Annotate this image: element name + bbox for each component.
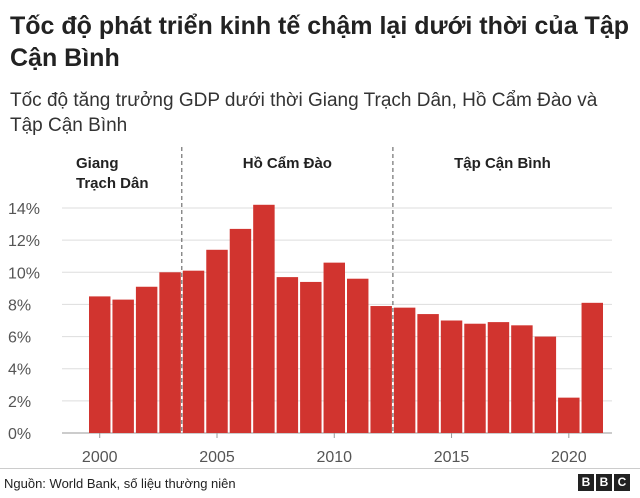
bar <box>370 306 392 433</box>
bbc-logo: B B C <box>578 474 630 491</box>
x-tick-label: 2005 <box>199 449 235 466</box>
bar <box>534 336 557 433</box>
bar <box>487 322 510 433</box>
bar <box>347 278 369 433</box>
y-tick-label: 8% <box>8 297 31 314</box>
bar <box>112 299 134 433</box>
y-tick-label: 4% <box>8 362 31 379</box>
bar <box>558 397 580 433</box>
y-tick-label: 10% <box>8 265 40 282</box>
bar <box>323 262 345 433</box>
era-label: Giang <box>76 155 119 172</box>
source-note: Nguồn: World Bank, số liệu thường niên <box>4 476 236 491</box>
y-tick-label: 2% <box>8 394 31 411</box>
bar <box>417 314 439 433</box>
bar <box>464 323 486 433</box>
x-tick-label: 2015 <box>434 449 470 466</box>
bar <box>253 204 275 433</box>
gdp-growth-bar-chart: 0% 2% 4% 6% 8% 10% 12% 14% 2000 2005 2010 2015 2020 G… <box>8 147 612 466</box>
bar <box>440 320 463 433</box>
x-tick-label: 2020 <box>551 449 587 466</box>
x-tick-label: 2010 <box>316 449 352 466</box>
bar <box>581 302 603 433</box>
bar <box>89 296 111 433</box>
era-label: Trạch Dân <box>76 175 149 192</box>
chart-title: Tốc độ phát triển kinh tế chậm lại dưới … <box>10 12 629 72</box>
footer-divider <box>0 468 640 469</box>
y-tick-label: 12% <box>8 233 40 250</box>
bar <box>135 286 158 433</box>
y-tick-label: 6% <box>8 330 31 347</box>
bar <box>229 228 252 433</box>
bar <box>206 249 228 433</box>
bbc-logo-letter: B <box>596 474 612 491</box>
era-label: Tập Cận Bình <box>454 155 551 172</box>
bbc-logo-letter: C <box>614 474 630 491</box>
y-tick-label: 0% <box>8 426 31 443</box>
chart-subtitle: Tốc độ tăng trưởng GDP dưới thời Giang T… <box>10 90 598 136</box>
bar <box>159 272 181 433</box>
bar <box>300 281 322 433</box>
bar <box>393 307 416 433</box>
bar <box>276 277 299 433</box>
bbc-logo-letter: B <box>578 474 594 491</box>
era-label: Hồ Cẩm Đào <box>243 155 332 172</box>
y-tick-label: 14% <box>8 201 40 218</box>
x-tick-label: 2000 <box>82 449 118 466</box>
bar <box>182 270 205 433</box>
bar <box>511 325 533 433</box>
